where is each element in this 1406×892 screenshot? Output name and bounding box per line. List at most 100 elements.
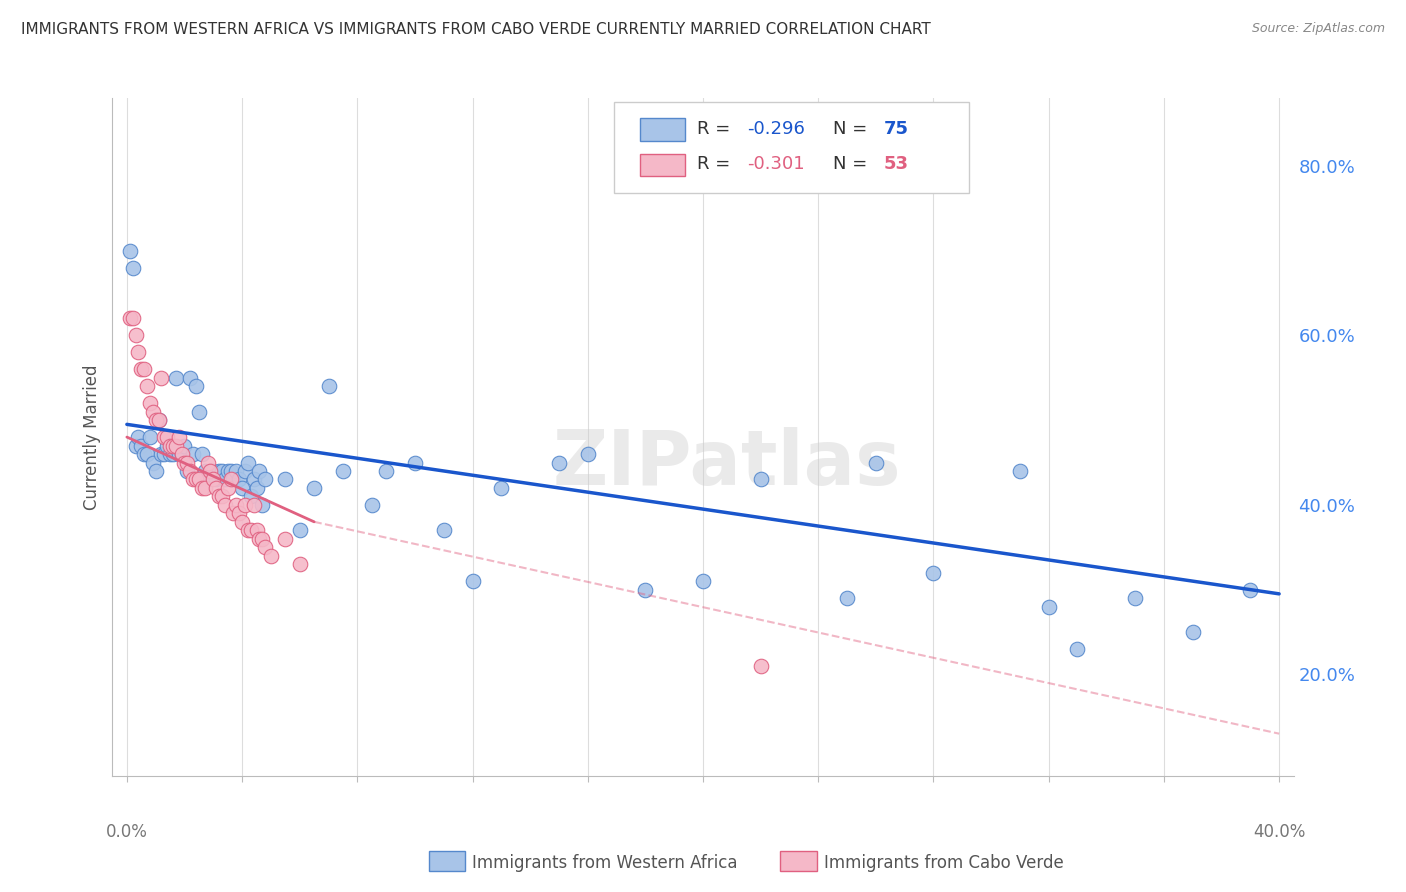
Point xyxy=(634,582,657,597)
Point xyxy=(142,405,165,419)
FancyBboxPatch shape xyxy=(614,102,969,193)
Point xyxy=(233,498,256,512)
Point xyxy=(318,379,340,393)
Point xyxy=(136,379,159,393)
Point xyxy=(491,481,513,495)
Point xyxy=(332,464,354,478)
Point xyxy=(228,507,250,521)
Point xyxy=(247,532,270,546)
Point xyxy=(167,430,190,444)
Point xyxy=(179,464,201,478)
Point xyxy=(162,447,184,461)
Text: 75: 75 xyxy=(884,120,908,137)
Point xyxy=(245,523,267,537)
Point xyxy=(360,498,382,512)
Point xyxy=(184,379,207,393)
Point xyxy=(1008,464,1031,478)
Point xyxy=(197,473,219,487)
Point xyxy=(548,456,571,470)
Point xyxy=(254,473,277,487)
Point xyxy=(208,490,231,504)
Point xyxy=(576,447,599,461)
Point xyxy=(173,456,195,470)
Point xyxy=(156,430,179,444)
FancyBboxPatch shape xyxy=(640,153,685,176)
Text: N =: N = xyxy=(832,120,873,137)
Point xyxy=(121,311,143,326)
Point xyxy=(129,362,152,376)
Point xyxy=(433,523,456,537)
Text: IMMIGRANTS FROM WESTERN AFRICA VS IMMIGRANTS FROM CABO VERDE CURRENTLY MARRIED C: IMMIGRANTS FROM WESTERN AFRICA VS IMMIGR… xyxy=(21,22,931,37)
Point xyxy=(156,439,179,453)
Point xyxy=(1038,599,1060,614)
Point xyxy=(162,439,184,453)
Point xyxy=(236,456,259,470)
Point xyxy=(170,447,193,461)
Point xyxy=(202,464,225,478)
Point xyxy=(167,447,190,461)
Point xyxy=(208,464,231,478)
Point xyxy=(148,413,170,427)
Point xyxy=(214,473,236,487)
Point xyxy=(274,473,297,487)
Point xyxy=(134,447,156,461)
Text: N =: N = xyxy=(832,155,873,173)
Point xyxy=(1066,642,1088,657)
Point xyxy=(274,532,297,546)
Point xyxy=(159,439,181,453)
Text: Source: ZipAtlas.com: Source: ZipAtlas.com xyxy=(1251,22,1385,36)
Point xyxy=(217,481,239,495)
Point xyxy=(150,371,173,385)
Point xyxy=(187,405,209,419)
Point xyxy=(145,464,167,478)
Point xyxy=(145,413,167,427)
Point xyxy=(205,473,228,487)
Point xyxy=(197,456,219,470)
Point xyxy=(139,430,162,444)
Point xyxy=(153,447,176,461)
Point xyxy=(129,439,152,453)
Point xyxy=(222,507,245,521)
Point xyxy=(1181,624,1204,639)
Point xyxy=(181,473,204,487)
Text: 0.0%: 0.0% xyxy=(105,822,148,840)
Point xyxy=(1239,582,1261,597)
Point xyxy=(233,464,256,478)
Text: Immigrants from Cabo Verde: Immigrants from Cabo Verde xyxy=(824,854,1064,871)
Point xyxy=(865,456,887,470)
Point xyxy=(247,464,270,478)
Point xyxy=(118,244,141,258)
Point xyxy=(159,447,181,461)
Text: R =: R = xyxy=(697,155,737,173)
Point xyxy=(179,371,201,385)
Point xyxy=(228,473,250,487)
Text: 53: 53 xyxy=(884,155,908,173)
Point xyxy=(217,464,239,478)
Point xyxy=(200,464,222,478)
Text: 40.0%: 40.0% xyxy=(1253,822,1305,840)
Point xyxy=(225,498,247,512)
Point xyxy=(245,481,267,495)
Point xyxy=(239,523,262,537)
Point xyxy=(231,481,253,495)
Point xyxy=(124,328,146,343)
Point xyxy=(242,473,264,487)
Point xyxy=(153,430,176,444)
Point xyxy=(219,464,242,478)
Point xyxy=(134,362,156,376)
Point xyxy=(184,473,207,487)
Text: R =: R = xyxy=(697,120,737,137)
Point xyxy=(225,464,247,478)
Point xyxy=(219,473,242,487)
Point xyxy=(252,532,274,546)
Point xyxy=(194,464,217,478)
Point xyxy=(150,447,173,461)
Point xyxy=(1123,591,1146,606)
Point xyxy=(404,456,426,470)
Point xyxy=(194,481,217,495)
Point xyxy=(239,490,262,504)
Point xyxy=(375,464,398,478)
Point xyxy=(142,456,165,470)
Text: -0.301: -0.301 xyxy=(747,155,804,173)
Point xyxy=(165,439,187,453)
